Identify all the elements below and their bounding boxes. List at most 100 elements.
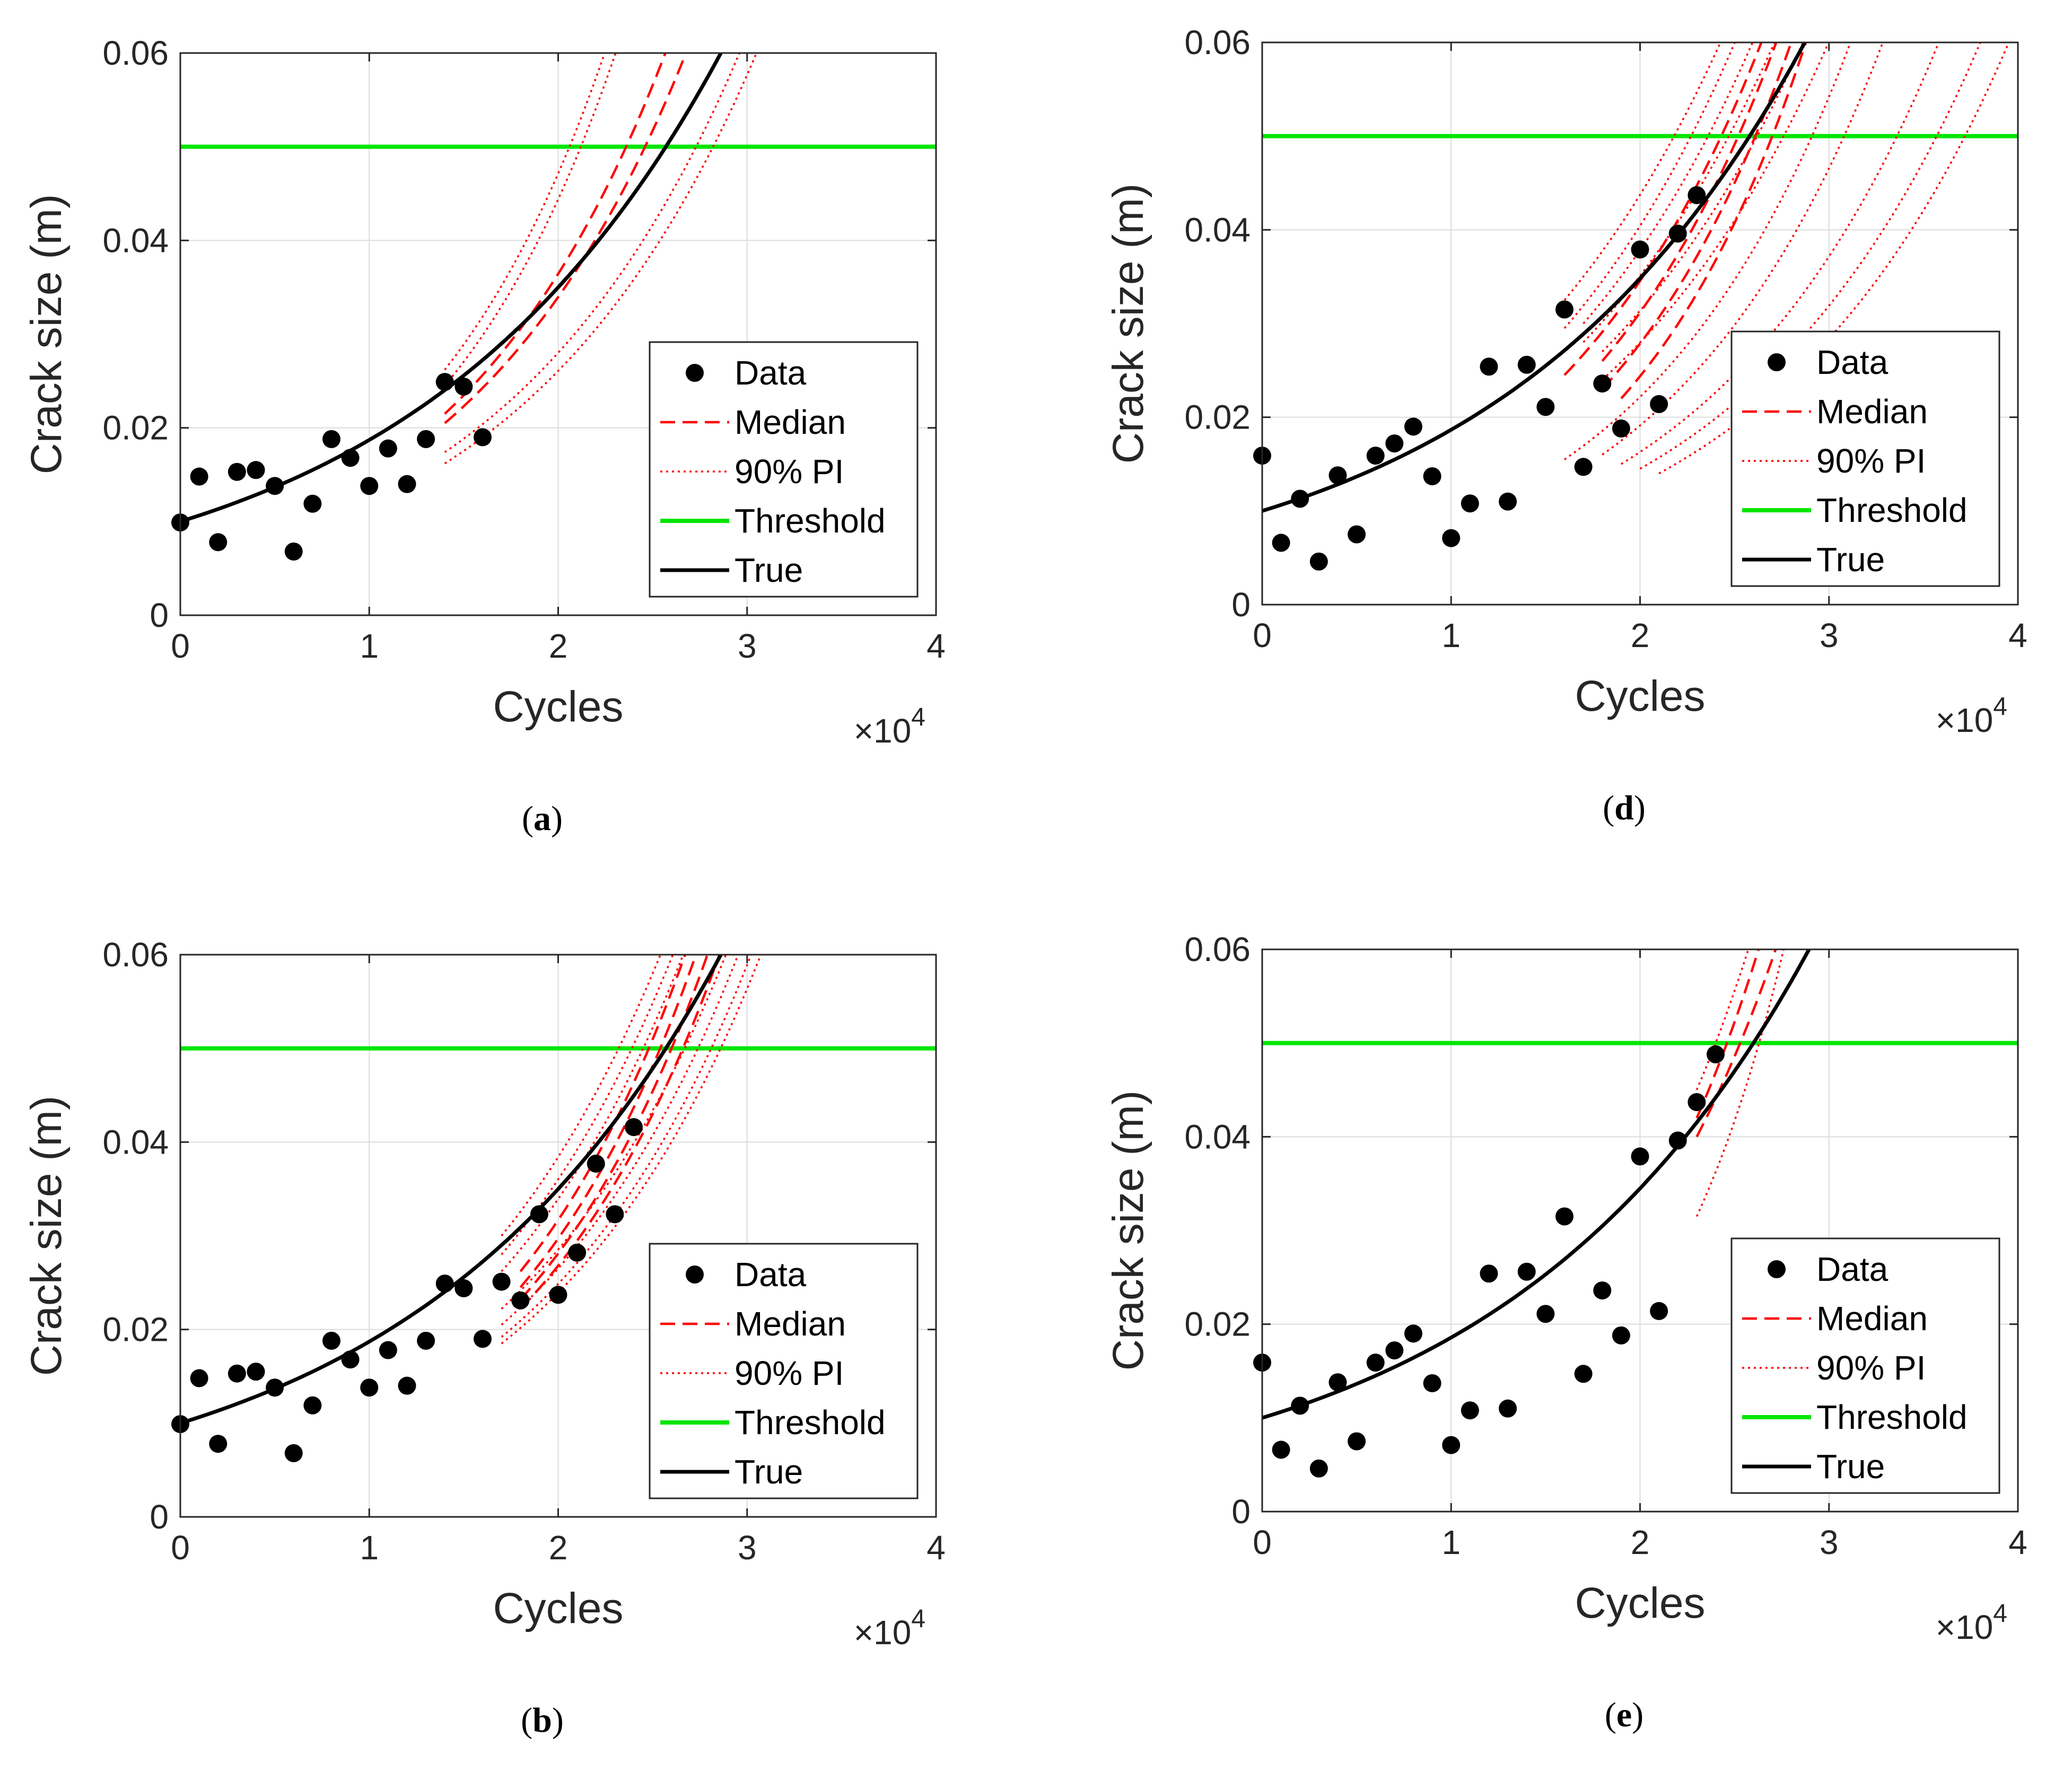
legend-label: Median: [735, 1305, 846, 1343]
data-point: [1366, 1354, 1385, 1372]
pi-curve: [1695, 949, 1750, 1090]
x-multiplier-exponent: 4: [1993, 1600, 2007, 1628]
data-point: [1612, 1326, 1630, 1345]
data-point: [1517, 1262, 1536, 1281]
caption-close-paren: ): [1632, 1696, 1643, 1734]
pi-curve: [501, 955, 685, 1272]
data-point: [1348, 1432, 1366, 1451]
median-curve: [444, 53, 667, 415]
data-point: [1536, 1305, 1555, 1323]
data-point: [341, 449, 360, 467]
data-point: [568, 1243, 587, 1262]
data-point: [1442, 529, 1461, 547]
y-tick-label: 0.02: [102, 409, 169, 447]
pi-curve: [501, 955, 662, 1237]
legend-label: Data: [1816, 1250, 1889, 1288]
x-tick-label: 3: [738, 627, 757, 665]
y-tick-label: 0.02: [102, 1311, 169, 1349]
legend: Data Median 90% PI Threshold True: [1730, 330, 2000, 587]
x-tick-label: 0: [1253, 616, 1272, 654]
data-point: [1404, 1324, 1422, 1343]
x-tick-label: 1: [360, 1529, 379, 1567]
legend-box: [1730, 1237, 2000, 1494]
pi-curve: [1602, 42, 1804, 353]
data-point: [549, 1286, 567, 1304]
data-point: [435, 1275, 454, 1293]
y-tick-label: 0.04: [1184, 1118, 1251, 1156]
data-point: [209, 1435, 228, 1453]
data-point: [1309, 552, 1328, 571]
caption-letter: d: [1614, 789, 1634, 827]
y-tick-label: 0.04: [102, 1123, 169, 1161]
data-point: [1650, 395, 1668, 413]
legend: Data Median 90% PI Threshold True: [649, 1243, 919, 1499]
caption-open-paren: (: [1603, 789, 1614, 827]
y-axis-label: Crack size (m): [22, 194, 71, 474]
data-point: [303, 1396, 322, 1415]
data-point: [587, 1154, 605, 1173]
legend: Data Median 90% PI Threshold True: [649, 341, 919, 598]
x-tick-label: 1: [1441, 616, 1461, 654]
data-point: [1291, 490, 1309, 508]
data-point: [492, 1272, 511, 1291]
data-point: [1461, 494, 1479, 513]
data-point: [398, 475, 416, 493]
data-point: [284, 542, 303, 561]
pi-curve: [444, 53, 606, 371]
data-point: [474, 1330, 492, 1348]
y-tick-label: 0.02: [1184, 398, 1251, 437]
median-curve: [1601, 42, 1778, 362]
data-point: [1536, 398, 1555, 416]
pi-curve: [1563, 42, 1852, 460]
pi-curve: [501, 955, 727, 1310]
data-point: [379, 439, 397, 458]
panel-caption: (b): [521, 1701, 564, 1740]
data-point: [1631, 240, 1649, 259]
data-point: [1348, 525, 1366, 544]
data-point: [474, 428, 492, 447]
data-point: [1593, 1281, 1612, 1300]
y-tick-label: 0.04: [1184, 211, 1251, 249]
pi-curve: [501, 955, 762, 1345]
panel-a: 0 1 2 3 4 0 0.02 0.04 0.06 Cycles Crack size (m) ×1…: [22, 34, 946, 838]
data-point: [228, 462, 246, 481]
y-axis-label: Crack size (m): [1104, 1090, 1152, 1371]
data-point: [360, 477, 379, 495]
legend-label: Threshold: [735, 502, 886, 540]
data-point: [322, 430, 340, 448]
data-point: [398, 1376, 416, 1395]
data-point: [1272, 1441, 1290, 1459]
y-tick-label: 0.06: [1184, 23, 1251, 62]
curves: [1262, 42, 2018, 513]
y-tick-label: 0: [1231, 1492, 1251, 1531]
data-point: [1461, 1401, 1479, 1420]
x-multiplier-exponent: 4: [1993, 693, 2007, 721]
x-axis-label: Cycles: [1575, 1579, 1705, 1627]
legend-label: Median: [735, 403, 846, 441]
data-point: [322, 1331, 340, 1350]
data-point: [454, 377, 473, 396]
median-curve: [519, 955, 697, 1288]
pi-curve: [501, 955, 753, 1338]
data-point: [1385, 1341, 1404, 1360]
x-multiplier-base: ×10: [854, 1613, 912, 1652]
x-tick-label: 4: [2008, 616, 2027, 654]
median-curve: [1601, 42, 1793, 390]
data-point: [1612, 419, 1630, 438]
data-point: [379, 1341, 397, 1359]
y-tick-label: 0.06: [102, 936, 169, 974]
data-point: [1555, 1207, 1573, 1226]
legend-box: [649, 1243, 919, 1499]
median-curve: [1620, 42, 1807, 399]
legend-label: True: [1816, 1447, 1885, 1486]
x-tick-label: 2: [1631, 1523, 1650, 1561]
data-point: [1272, 534, 1290, 552]
x-multiplier: ×104: [1936, 1600, 2007, 1646]
legend-label: Data: [735, 354, 807, 392]
legend-box: [1730, 330, 2000, 587]
legend-label: Median: [1816, 1299, 1928, 1338]
data-point: [190, 1369, 208, 1387]
legend-label: Threshold: [1816, 491, 1968, 529]
x-tick-label: 4: [2008, 1523, 2027, 1561]
